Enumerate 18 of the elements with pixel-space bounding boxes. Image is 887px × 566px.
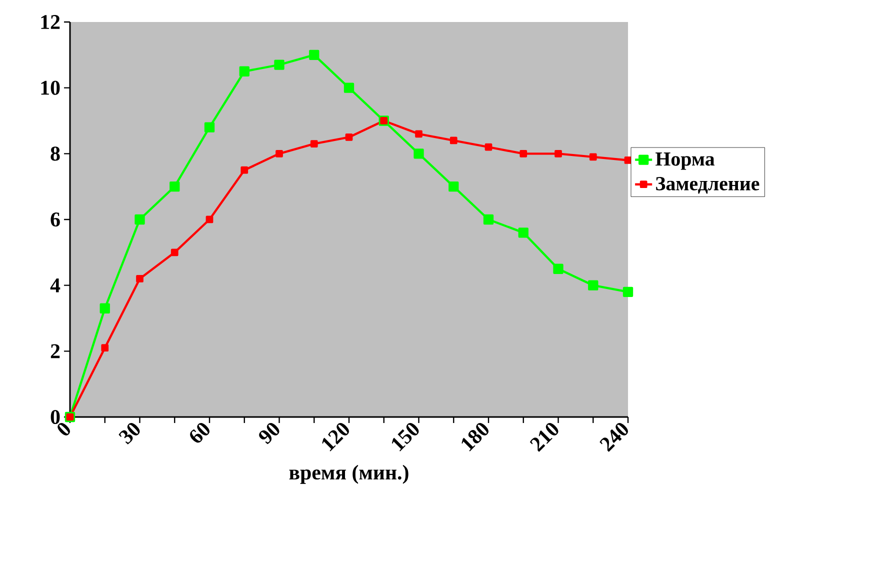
legend-label: Замедление [656, 177, 760, 194]
x-tick-label: 30 [118, 422, 140, 444]
x-axis-title: время (мин.) [289, 464, 408, 484]
y-tick-label: 8 [50, 146, 60, 161]
x-tick-label: 210 [530, 422, 558, 452]
x-tick-label: 120 [322, 422, 349, 452]
y-tick-label: 0 [50, 410, 60, 424]
y-tick-label: 10 [41, 80, 60, 95]
legend-label: Норма [656, 152, 715, 170]
x-tick-label: 150 [392, 422, 419, 452]
y-tick-label: 12 [41, 15, 60, 29]
y-tick-label: 2 [50, 344, 60, 358]
y-tick-label: 4 [50, 278, 60, 292]
y-tick-label: 6 [50, 212, 60, 227]
x-tick-label: 90 [259, 422, 280, 444]
x-tick-label: 180 [462, 422, 488, 452]
x-tick-label: 60 [190, 422, 210, 443]
x-tick-label: 240 [600, 422, 628, 452]
